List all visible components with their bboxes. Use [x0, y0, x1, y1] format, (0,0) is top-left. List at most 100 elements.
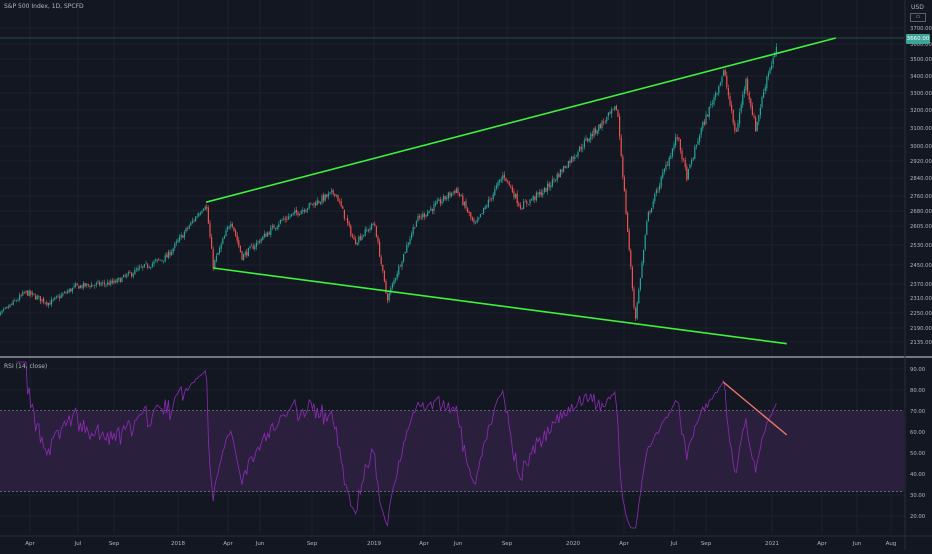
price-candle	[319, 202, 321, 204]
price-candle	[238, 240, 240, 247]
price-candle	[635, 307, 637, 319]
price-candle	[625, 190, 627, 214]
price-candle	[67, 291, 69, 293]
price-candle	[369, 228, 371, 230]
price-candle	[148, 267, 150, 268]
rsi-title: RSI (14, close)	[4, 363, 48, 370]
price-candle	[49, 302, 51, 305]
price-candle	[695, 144, 697, 147]
price-candle	[667, 164, 669, 166]
price-candle	[731, 104, 733, 110]
price-candle	[131, 272, 133, 277]
price-candle	[161, 260, 163, 261]
price-candle	[164, 255, 166, 262]
price-candle	[396, 273, 398, 279]
time-axis-label: Apr	[619, 541, 629, 547]
price-candle	[681, 150, 683, 160]
price-candle	[436, 200, 438, 204]
price-candle	[167, 251, 169, 259]
price-candle	[46, 302, 48, 305]
price-candle	[500, 178, 502, 181]
time-axis-label: Apr	[223, 541, 233, 547]
price-candle	[753, 116, 755, 118]
price-candle	[630, 250, 632, 267]
price-candle	[356, 242, 358, 245]
price-candle	[534, 196, 536, 200]
price-candle	[0, 313, 2, 315]
price-candle	[539, 191, 541, 195]
rsi-line	[16, 361, 777, 529]
price-axis-label: 3100.00	[910, 126, 932, 132]
price-candle	[507, 180, 509, 181]
price-candle	[283, 219, 285, 220]
price-axis-label: 2530.00	[910, 243, 932, 249]
price-candle	[651, 207, 653, 213]
price-candle	[540, 191, 542, 196]
price-candle	[415, 221, 417, 227]
price-candle	[65, 292, 67, 294]
price-candle	[641, 262, 643, 278]
price-candle	[135, 269, 137, 271]
price-axis-label: 3600.00	[910, 42, 932, 48]
price-candle	[508, 181, 510, 185]
trendline-lower[interactable]	[213, 267, 787, 345]
price-candle	[204, 206, 206, 210]
price-candle	[459, 193, 461, 196]
price-candle	[294, 210, 296, 214]
price-candle	[505, 178, 507, 181]
price-candle	[241, 251, 243, 260]
price-candle	[756, 121, 758, 131]
price-candle	[7, 307, 9, 308]
price-candle	[519, 204, 521, 209]
price-candle	[598, 124, 600, 131]
price-axis-label: 2135.00	[910, 340, 932, 346]
rsi-trendline[interactable]	[723, 381, 788, 436]
price-candle	[71, 287, 73, 292]
price-candle	[643, 249, 645, 264]
price-candle	[334, 193, 336, 196]
price-candle	[574, 156, 576, 159]
price-candle	[516, 193, 518, 204]
price-candle	[686, 166, 688, 180]
price-candle	[748, 92, 750, 100]
price-candle	[95, 282, 97, 285]
price-candle	[121, 277, 123, 282]
price-candle	[355, 239, 357, 244]
price-candle	[535, 192, 537, 201]
price-candle	[353, 237, 355, 240]
price-candle	[486, 206, 488, 208]
price-candle	[87, 284, 89, 286]
price-candle	[196, 216, 198, 217]
price-candle	[278, 224, 280, 228]
price-candle	[766, 76, 768, 89]
price-candle	[287, 216, 289, 220]
price-candle	[348, 222, 350, 226]
price-candle	[649, 211, 651, 213]
price-candle	[550, 185, 552, 188]
price-candle	[591, 134, 593, 136]
price-candle	[470, 212, 472, 218]
price-candle	[628, 230, 630, 250]
price-candle	[311, 204, 313, 205]
price-candle	[379, 241, 381, 257]
price-candle	[604, 121, 606, 123]
price-candle	[35, 295, 37, 300]
price-candle	[715, 93, 717, 98]
price-candle	[233, 227, 235, 231]
price-candle	[484, 206, 486, 209]
price-candle	[531, 199, 533, 201]
price-candle	[569, 160, 571, 163]
price-candle	[585, 138, 587, 141]
currency-label[interactable]: USD	[911, 4, 924, 11]
price-candle	[572, 157, 574, 159]
price-candle	[332, 190, 334, 194]
trendline-upper[interactable]	[205, 37, 836, 203]
price-candle	[683, 158, 685, 160]
price-candle	[126, 274, 128, 277]
price-candle	[54, 297, 56, 300]
price-candle	[145, 263, 147, 265]
scale-settings-icon[interactable]: ▭	[910, 13, 926, 22]
price-candle	[513, 191, 515, 198]
